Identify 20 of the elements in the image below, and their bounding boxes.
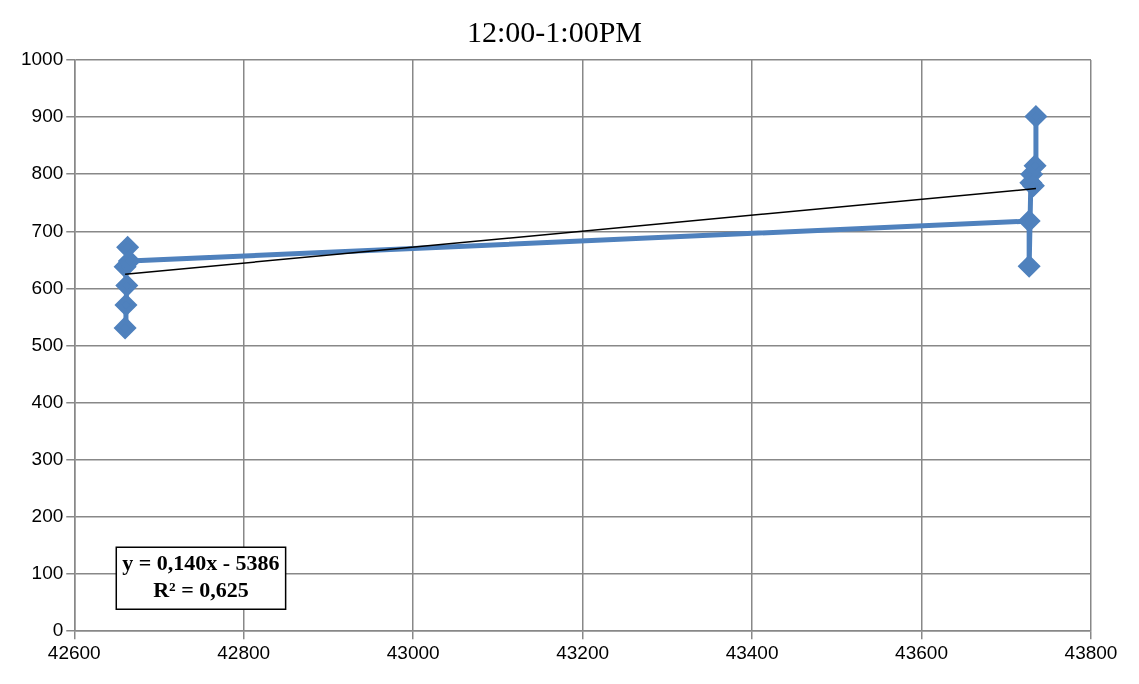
x-tick-label: 43000 <box>386 641 440 663</box>
y-tick-label: 0 <box>52 619 64 641</box>
y-tick-label: 500 <box>31 333 64 355</box>
y-tick-label: 300 <box>31 448 64 470</box>
x-tick-label: 43600 <box>895 641 948 663</box>
y-tick-label: 100 <box>31 562 64 584</box>
y-tick-label: 600 <box>31 276 64 298</box>
y-tick-label: 200 <box>31 505 64 527</box>
y-tick-label: 900 <box>31 105 64 127</box>
x-tick-label: 43200 <box>556 641 610 663</box>
y-tick-label: 700 <box>31 219 64 241</box>
x-tick-label: 42600 <box>47 641 101 663</box>
chart-title: 12:00-1:00PM <box>466 14 643 48</box>
annotation: y = 0,140x - 5386 R² = 0,625 <box>122 549 280 602</box>
x-tick-label: 42800 <box>217 641 271 663</box>
x-tick-label: 43800 <box>1064 641 1118 663</box>
y-tick-label: 400 <box>31 390 64 412</box>
y-tick-label: 800 <box>31 162 64 184</box>
y-tick-label: 1000 <box>20 48 64 70</box>
x-tick-label: 43400 <box>725 641 779 663</box>
